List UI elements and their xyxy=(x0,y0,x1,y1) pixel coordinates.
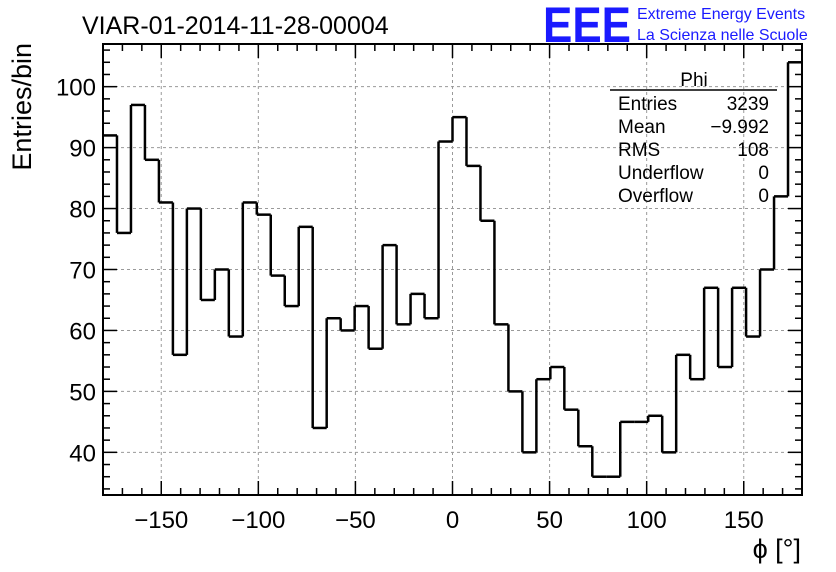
stats-row-label: Entries xyxy=(618,94,677,115)
x-axis-label: ϕ [°] xyxy=(753,534,801,564)
y-tick-label: 100 xyxy=(56,75,96,102)
y-tick-label: 90 xyxy=(69,136,96,163)
stats-rows: Entries 3239 Mean −9.992 RMS 108 Underflow 0 Ove… xyxy=(618,94,769,207)
histogram-series xyxy=(103,61,802,478)
x-tick-label: 100 xyxy=(627,507,667,534)
x-tick-label: −100 xyxy=(231,507,285,534)
stats-row-label: Underflow xyxy=(618,163,704,184)
y-tick-label: 80 xyxy=(69,197,96,224)
logo-line-2: La Scienza nelle Scuole xyxy=(637,27,808,44)
eee-logo: EEE Extreme Energy Events La Scienza nel… xyxy=(543,0,808,53)
y-tick-label: 50 xyxy=(69,379,96,406)
grid-lines xyxy=(103,44,802,495)
plot-title: VIAR-01-2014-11-28-00004 xyxy=(82,12,389,40)
stats-row-value: 0 xyxy=(758,163,769,184)
x-tick-label: 150 xyxy=(724,507,764,534)
y-tick-label: 40 xyxy=(69,440,96,467)
y-tick-label: 70 xyxy=(69,258,96,285)
axis-ticks xyxy=(102,44,803,495)
stats-box: Phi Entries 3239 Mean −9.992 RMS 108 Underflow… xyxy=(610,70,777,207)
stats-row-label: Overflow xyxy=(618,186,693,207)
eee-logo-mark: EEE xyxy=(543,0,631,53)
y-tick-label: 60 xyxy=(69,318,96,345)
x-tick-label: 50 xyxy=(536,507,563,534)
stats-row-label: RMS xyxy=(618,140,660,161)
y-axis-label: Entries/bin xyxy=(7,43,37,171)
x-tick-label: −50 xyxy=(335,507,376,534)
stats-row-value: 108 xyxy=(737,140,769,161)
stats-row-value: −9.992 xyxy=(710,117,769,138)
stats-row-label: Mean xyxy=(618,117,666,138)
x-tick-label: −150 xyxy=(134,507,188,534)
x-tick-label: 0 xyxy=(446,507,459,534)
logo-line-1: Extreme Energy Events xyxy=(637,6,805,23)
stats-row-value: 3239 xyxy=(727,94,769,115)
stats-row-value: 0 xyxy=(758,186,769,207)
stats-box-title: Phi xyxy=(680,70,707,91)
